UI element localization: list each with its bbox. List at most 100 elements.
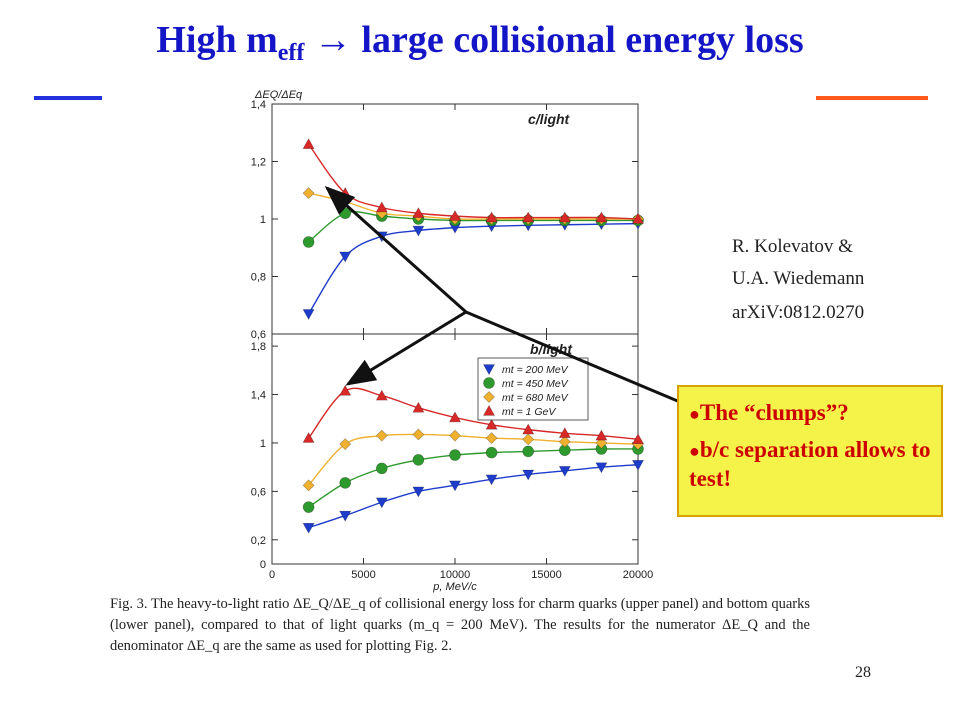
data-point — [375, 389, 388, 401]
callout-text-1: The “clumps”? — [699, 400, 849, 425]
slide-title: High meff → large collisional energy los… — [0, 18, 960, 67]
figure-caption: Fig. 3. The heavy-to-light ratio ΔE_Q/ΔE… — [110, 596, 810, 654]
data-point — [448, 210, 462, 221]
data-point — [448, 411, 462, 423]
data-point — [558, 435, 571, 448]
data-point — [339, 477, 352, 489]
data-point — [558, 427, 571, 438]
arrow-to-lower-clump — [345, 310, 467, 386]
legend-entry: mt = 680 MeV — [502, 392, 569, 404]
data-point — [558, 466, 571, 477]
bullet-icon: ● — [689, 441, 700, 461]
reference-authors-2: U.A. Wiedemann — [732, 268, 865, 289]
panel-label: c/light — [528, 111, 571, 127]
data-point — [412, 454, 425, 466]
legend-box — [477, 357, 589, 421]
data-point — [302, 501, 315, 513]
x-tick-label: 5000 — [351, 569, 375, 581]
data-point — [375, 429, 388, 442]
data-point — [449, 429, 461, 442]
data-point — [485, 211, 498, 223]
data-point — [558, 211, 571, 223]
y-tick-label: 0,6 — [251, 486, 266, 498]
y-tick-label: 0,8 — [251, 272, 266, 284]
reference-arxiv: arXiV:0812.0270 — [732, 302, 865, 323]
data-point — [412, 401, 425, 413]
callout-item-separation: ●b/c separation allows to test! — [689, 436, 933, 492]
data-point — [522, 469, 535, 481]
x-tick-label: 20000 — [623, 569, 654, 581]
data-point — [375, 462, 388, 475]
legend-entry: mt = 1 GeV — [502, 406, 556, 418]
callout-box: ●The “clumps”? ●b/c separation allows to… — [677, 385, 943, 517]
series-line — [308, 387, 639, 441]
series-line — [308, 211, 638, 243]
legend-entry: mt = 200 MeV — [502, 364, 569, 376]
reference-authors: R. Kolevatov & — [732, 236, 853, 257]
data-point — [485, 474, 498, 486]
data-point — [375, 201, 388, 213]
data-point — [339, 510, 352, 522]
data-point — [302, 431, 315, 443]
title-subscript: eff — [277, 40, 305, 66]
accent-bar-right — [816, 96, 928, 100]
data-point — [339, 251, 352, 263]
title-main: High m — [156, 19, 278, 61]
data-point — [412, 207, 425, 218]
data-point — [302, 479, 315, 492]
data-point — [412, 225, 425, 237]
annotation-arrows — [324, 186, 681, 404]
legend-marker — [483, 391, 495, 403]
data-point — [302, 138, 315, 149]
y-tick-label: 1,8 — [251, 341, 266, 353]
title-arrow: → — [313, 19, 352, 61]
bullet-icon: ● — [689, 404, 700, 424]
series-line — [308, 143, 639, 220]
series-line — [308, 192, 638, 220]
data-point — [339, 384, 352, 396]
connector-to-callout — [465, 310, 681, 404]
y-tick-label: 1,4 — [251, 390, 266, 402]
data-point — [485, 432, 498, 445]
data-point — [631, 212, 645, 224]
series-line — [308, 222, 639, 315]
legend-marker — [483, 377, 495, 389]
data-point — [522, 423, 535, 435]
data-point — [595, 211, 608, 223]
y-axis-label: ΔEQ/ΔEq — [254, 89, 303, 101]
data-point — [631, 460, 645, 471]
y-tick-label: 1,4 — [251, 99, 266, 111]
data-point — [595, 437, 608, 449]
data-point — [448, 480, 462, 492]
accent-bar-left — [34, 96, 102, 100]
arrow-to-upper-clump — [324, 186, 467, 314]
y-tick-label: 1 — [260, 214, 266, 226]
data-point — [595, 429, 608, 441]
data-point — [522, 445, 535, 458]
data-point — [302, 309, 315, 320]
data-point — [595, 462, 608, 474]
y-tick-label: 1,2 — [251, 157, 266, 169]
x-tick-label: 0 — [269, 569, 275, 581]
data-point — [302, 236, 315, 248]
y-tick-label: 1 — [260, 438, 266, 450]
title-rest: large collisional energy loss — [361, 19, 804, 61]
page-number: 28 — [855, 664, 871, 681]
legend-entry: mt = 450 MeV — [502, 378, 569, 390]
data-point — [375, 497, 388, 509]
legend-marker — [482, 364, 496, 376]
callout-text-2: b/c separation allows to test! — [689, 437, 931, 491]
data-point — [449, 449, 461, 461]
y-tick-label: 0,6 — [251, 329, 266, 341]
x-tick-label: 10000 — [440, 569, 471, 581]
data-point — [302, 522, 315, 534]
y-tick-label: 0,2 — [251, 535, 266, 547]
series-line — [308, 464, 639, 529]
data-point — [522, 433, 535, 446]
data-point — [631, 433, 645, 445]
series-line — [308, 433, 639, 486]
data-point — [412, 486, 425, 498]
y-tick-label: 0 — [260, 559, 266, 571]
